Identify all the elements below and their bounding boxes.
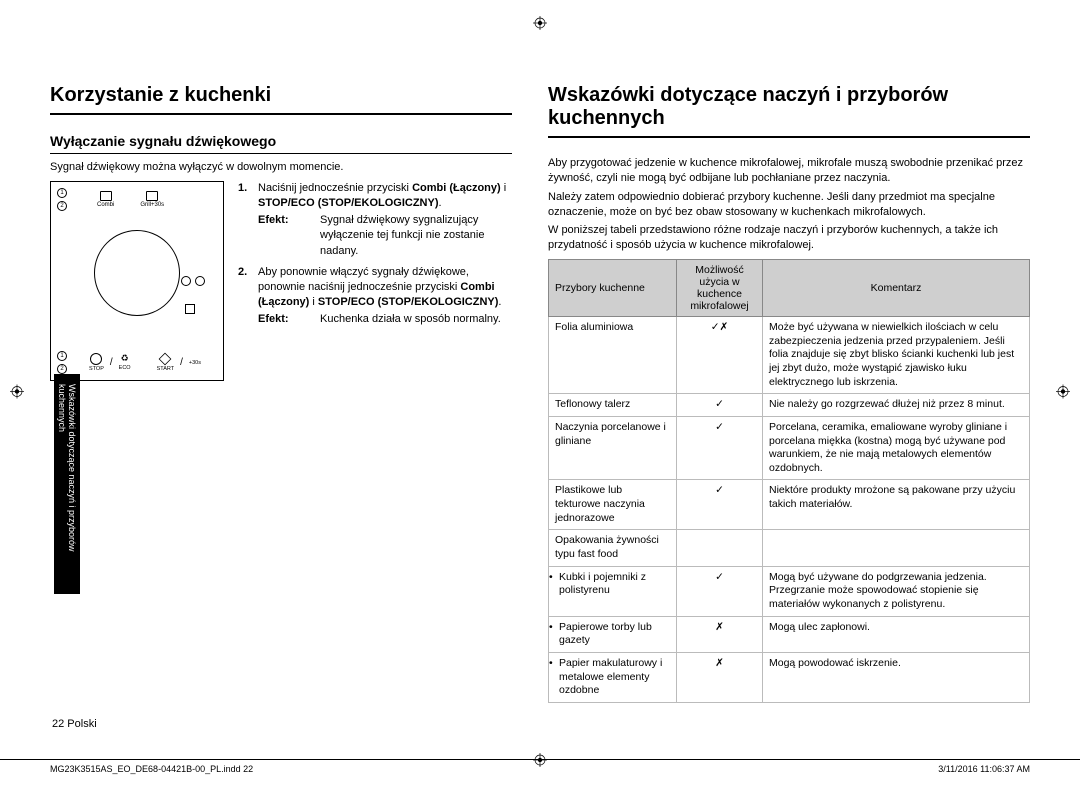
steps-list: 1. Naciśnij jednocześnie przyciski Combi… <box>238 181 512 381</box>
right-column: Wskazówki dotyczące naczyń i przyborów k… <box>548 84 1030 703</box>
left-column: Korzystanie z kuchenki Wyłączanie sygnał… <box>50 84 512 703</box>
start-icon: START <box>157 353 175 372</box>
callout-2b: 2 <box>57 364 67 374</box>
step-2: 2. Aby ponownie włączyć sygnały dźwiękow… <box>238 265 512 328</box>
crop-mark-top <box>533 16 547 35</box>
table-row: Papierowe torby lub gazety✗Mogą ulec zap… <box>549 616 1030 652</box>
grill-icon: Grill+30s <box>140 191 164 208</box>
combi-icon: Combi <box>97 191 114 208</box>
small-square-icon <box>185 304 195 314</box>
footer-filename: MG23K3515AS_EO_DE68-04421B-00_PL.indd 22 <box>50 764 253 774</box>
eco-icon: ♻ECO <box>119 353 131 371</box>
right-title: Wskazówki dotyczące naczyń i przyborów k… <box>548 84 1030 138</box>
table-row: Kubki i pojemniki z polistyrenu✓Mogą być… <box>549 566 1030 616</box>
page-number: 22 Polski <box>52 718 97 730</box>
th-safe: Możliwość użycia w kuchence mikrofalowej <box>677 260 763 317</box>
side-tab: Wskazówki dotyczące naczyń i przyborów k… <box>54 374 80 594</box>
right-para-3: W poniższej tabeli przedstawiono różne r… <box>548 223 1030 253</box>
table-row: Naczynia porcelanowe i gliniane✓Porcelan… <box>549 416 1030 480</box>
table-row: Teflonowy talerz✓Nie należy go rozgrzewa… <box>549 394 1030 417</box>
dial-icon <box>94 230 180 316</box>
cookware-table: Przybory kuchenne Możliwość użycia w kuc… <box>548 259 1030 703</box>
crop-mark-right <box>1056 385 1070 404</box>
crop-mark-bottom <box>533 753 547 772</box>
right-para-1: Aby przygotować jedzenie w kuchence mikr… <box>548 156 1030 186</box>
table-row: Papier makulaturowy i metalowe elementy … <box>549 652 1030 702</box>
th-item: Przybory kuchenne <box>549 260 677 317</box>
callout-1b: 1 <box>57 351 67 361</box>
callout-2: 2 <box>57 201 67 211</box>
left-title: Korzystanie z kuchenki <box>50 84 512 115</box>
table-row: Plastikowe lub tekturowe naczynia jednor… <box>549 480 1030 530</box>
page-content: Korzystanie z kuchenki Wyłączanie sygnał… <box>0 0 1080 743</box>
crop-mark-left <box>10 385 24 404</box>
table-row: Opakowania żywności typu fast food <box>549 530 1030 566</box>
left-intro: Sygnał dźwiękowy można wyłączyć w dowoln… <box>50 160 512 175</box>
callout-1: 1 <box>57 188 67 198</box>
step-1: 1. Naciśnij jednocześnie przyciski Combi… <box>238 181 512 259</box>
left-section: Wyłączanie sygnału dźwiękowego <box>50 133 512 154</box>
right-para-2: Należy zatem odpowiednio dobierać przybo… <box>548 190 1030 220</box>
plus30-icon: +30s <box>189 359 201 366</box>
table-row: Folia aluminiowa✓✗Może być używana w nie… <box>549 317 1030 394</box>
stop-icon: STOP <box>89 353 104 372</box>
slash-icon: / <box>110 357 113 368</box>
footer-timestamp: 3/11/2016 11:06:37 AM <box>938 764 1030 774</box>
control-panel-diagram: 1 2 Combi Grill+30s 1 2 <box>50 181 224 381</box>
side-icons <box>181 276 205 286</box>
th-comment: Komentarz <box>763 260 1030 317</box>
